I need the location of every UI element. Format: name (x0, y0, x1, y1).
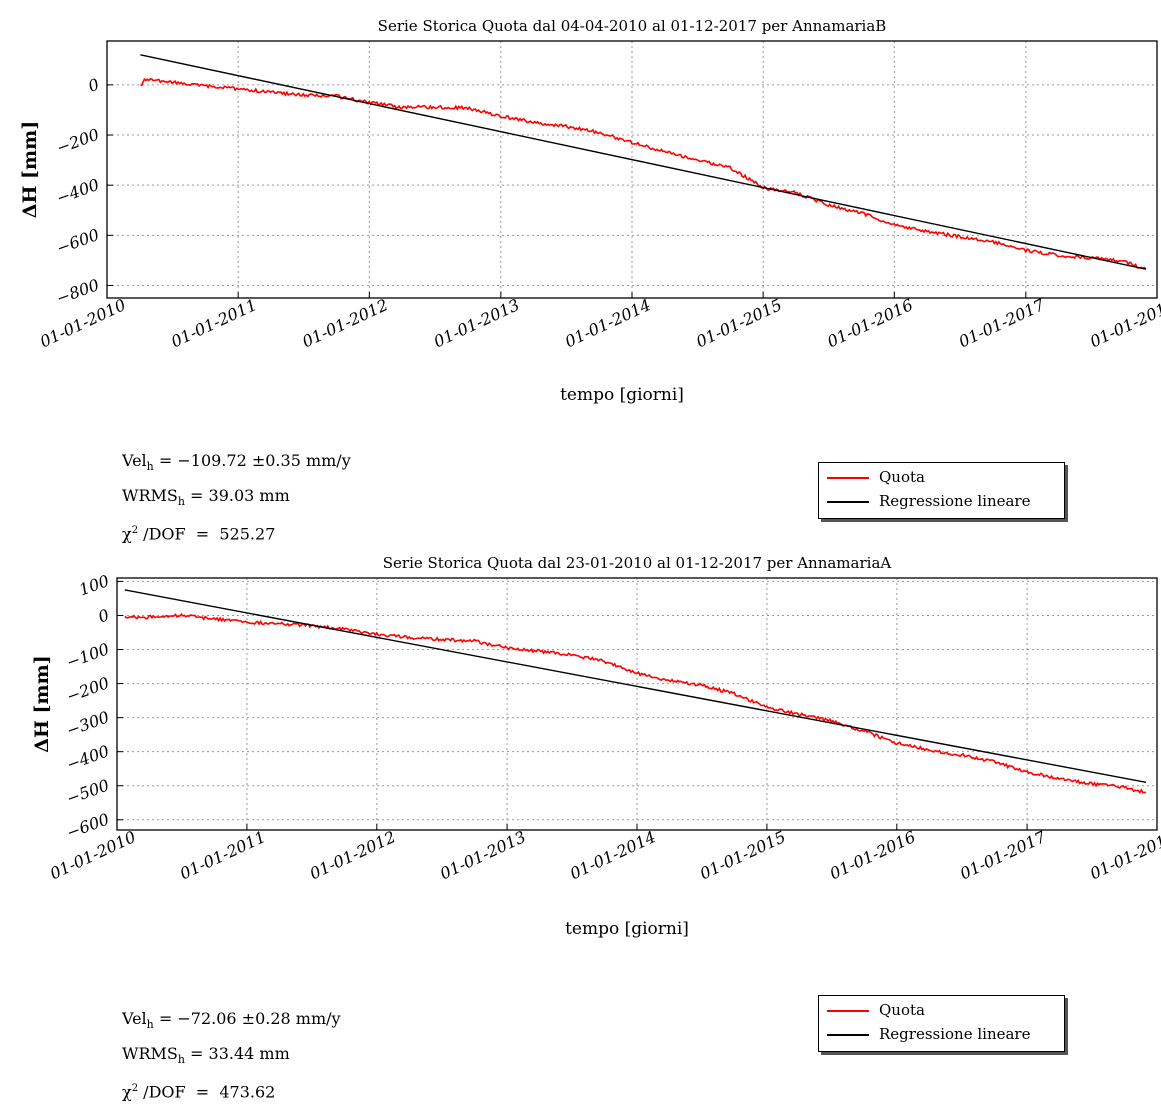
y-tick-label: −500 (64, 775, 112, 808)
x-axis-label: tempo [giorni] (565, 919, 689, 939)
y-tick-label: 100 (77, 571, 112, 599)
wrms-stat: WRMSh = 33.44 mm (122, 1044, 290, 1067)
x-tick-label: 01-01-2013 (431, 295, 523, 351)
x-tick-label: 01-01-2018 (1087, 295, 1161, 351)
legend-label-regressione: Regressione lineare (879, 1025, 1031, 1043)
y-tick-label: −400 (54, 175, 102, 208)
x-tick-label: 01-01-2017 (957, 827, 1049, 884)
velocity-stat: Velh = −72.06 ±0.28 mm/y (122, 1009, 341, 1032)
velocity-stat: Velh = −109.72 ±0.35 mm/y (122, 451, 351, 474)
y-tick-label: −600 (64, 809, 112, 842)
chi2-stat: χ2 /DOF = 473.62 (122, 1082, 276, 1102)
legend-label-quota: Quota (879, 468, 925, 486)
legend-item-regressione: Regressione lineare (819, 1024, 1064, 1046)
x-tick-label: 01-01-2016 (827, 827, 919, 883)
x-axis-label: tempo [giorni] (560, 385, 684, 405)
chi2-stat: χ2 /DOF = 525.27 (122, 524, 276, 544)
x-tick-label: 01-01-2015 (693, 295, 785, 351)
x-tick-label: 01-01-2015 (697, 827, 789, 883)
chart-annamariab: Serie Storica Quota dal 04-04-2010 al 01… (19, 17, 1161, 405)
legend-swatch-regressione (827, 1034, 869, 1036)
legend-item-regressione: Regressione lineare (819, 491, 1064, 513)
y-tick-label: −200 (64, 673, 112, 706)
x-tick-label: 01-01-2010 (47, 827, 139, 883)
legend-swatch-quota (827, 477, 869, 479)
chart-title: Serie Storica Quota dal 04-04-2010 al 01… (378, 17, 887, 35)
y-tick-label: −300 (64, 707, 112, 740)
y-tick-label: −800 (54, 275, 102, 308)
y-axis-label: ΔH [mm] (31, 655, 53, 753)
legend-label-quota: Quota (879, 1001, 925, 1019)
legend-item-quota: Quota (819, 1000, 1064, 1022)
y-tick-label: −600 (54, 225, 102, 258)
stats-annamariab: Velh = −109.72 ±0.35 mm/y WRMSh = 39.03 … (122, 446, 351, 549)
plot-area (116, 577, 1158, 831)
x-tick-label: 01-01-2014 (562, 295, 654, 351)
legend-annamariaa: Quota Regressione lineare (818, 995, 1065, 1052)
y-tick-label: −200 (54, 125, 102, 158)
chart-title: Serie Storica Quota dal 23-01-2010 al 01… (383, 554, 892, 572)
y-tick-label: 0 (96, 605, 112, 626)
x-tick-label: 01-01-2011 (177, 827, 269, 883)
series-line-quota (124, 612, 1147, 795)
legend-annamariab: Quota Regressione lineare (818, 462, 1065, 519)
legend-item-quota: Quota (819, 467, 1064, 489)
x-tick-label: 01-01-2012 (299, 295, 391, 351)
y-tick-label: −100 (64, 639, 112, 672)
plot-frame (116, 577, 1158, 831)
y-tick-label: −400 (64, 741, 112, 774)
plot-frame (106, 40, 1158, 299)
x-tick-label: 01-01-2016 (824, 295, 916, 351)
x-tick-label: 01-01-2014 (567, 827, 659, 883)
plot-area (106, 40, 1158, 299)
x-tick-label: 01-01-2010 (37, 295, 129, 351)
series-line-regressione (124, 589, 1147, 783)
legend-swatch-quota (827, 1010, 869, 1012)
wrms-stat: WRMSh = 39.03 mm (122, 486, 290, 509)
chart-annamariaa: Serie Storica Quota dal 23-01-2010 al 01… (31, 554, 1161, 939)
stats-annamariaa: Velh = −72.06 ±0.28 mm/y WRMSh = 33.44 m… (122, 1004, 341, 1107)
series-line-regressione (140, 54, 1147, 270)
legend-swatch-regressione (827, 501, 869, 503)
legend-label-regressione: Regressione lineare (879, 492, 1031, 510)
x-tick-label: 01-01-2018 (1087, 827, 1161, 883)
x-tick-label: 01-01-2011 (168, 295, 260, 351)
x-tick-label: 01-01-2017 (956, 295, 1048, 352)
y-tick-label: 0 (86, 75, 102, 96)
x-tick-label: 01-01-2013 (437, 827, 529, 883)
series-line-quota (140, 77, 1147, 270)
x-tick-label: 01-01-2012 (307, 827, 399, 883)
y-axis-label: ΔH [mm] (19, 121, 41, 219)
